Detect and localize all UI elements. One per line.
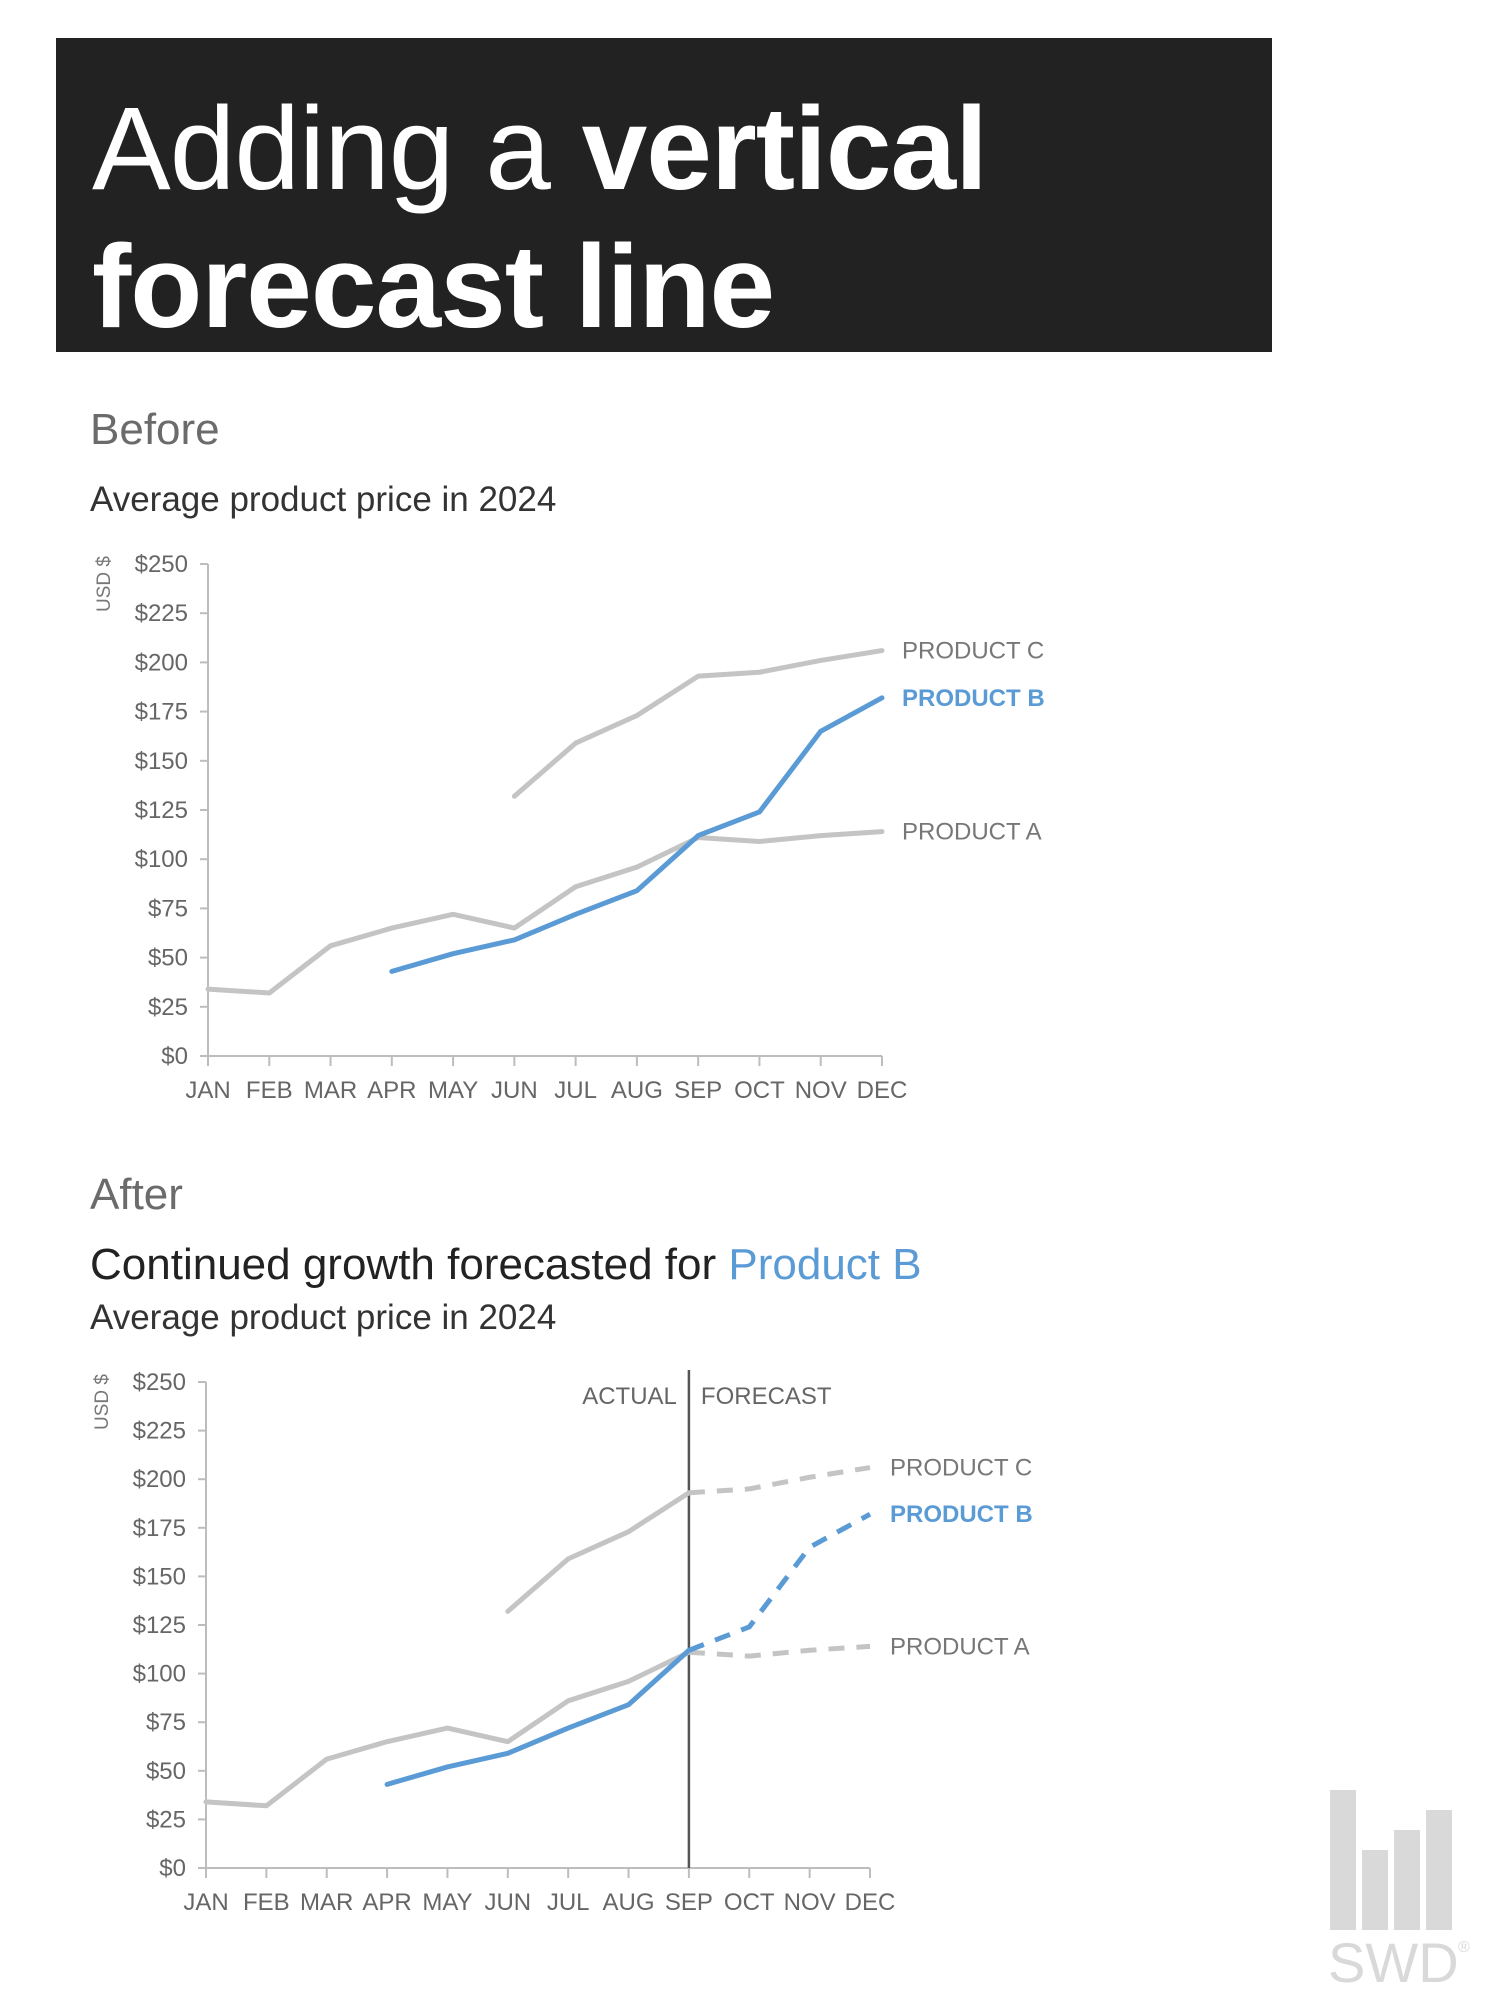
series-line-product-c-actual bbox=[505, 1490, 692, 1614]
y-tick-label: $125 bbox=[133, 1612, 186, 1639]
x-tick-label-jul: JUL bbox=[547, 1889, 590, 1916]
series-label-product-c: PRODUCT C bbox=[902, 638, 1044, 665]
series-label-product-b: PRODUCT B bbox=[890, 1501, 1033, 1528]
x-tick-label-may: MAY bbox=[422, 1889, 472, 1916]
y-tick-label: $100 bbox=[135, 846, 188, 873]
y-tick-label: $25 bbox=[146, 1806, 186, 1833]
swd-logo: SWD ® bbox=[1328, 1790, 1470, 1990]
series-line-product-b-actual bbox=[384, 1647, 692, 1787]
y-tick-label: $0 bbox=[161, 1043, 188, 1070]
y-tick-label: $0 bbox=[159, 1855, 186, 1882]
y-tick-label: $75 bbox=[148, 895, 188, 922]
y-tick-label: $50 bbox=[146, 1758, 186, 1785]
logo-bar-4 bbox=[1426, 1810, 1452, 1930]
x-tick-label-jul: JUL bbox=[554, 1077, 597, 1104]
logo-bar-1 bbox=[1330, 1790, 1356, 1930]
y-tick-label: $200 bbox=[133, 1466, 186, 1493]
x-tick-label-oct: OCT bbox=[724, 1889, 775, 1916]
after-chart: $0 $25 $50 $75 $100 $125 $150 $175 $200 $225 $250 U… bbox=[92, 1369, 1033, 1916]
series-line-product-b-forecast bbox=[688, 1511, 872, 1653]
x-tick-label-mar: MAR bbox=[300, 1889, 353, 1916]
title-part-1: Adding a bbox=[92, 83, 582, 215]
x-tick-label-dec: DEC bbox=[845, 1889, 896, 1916]
series-line-product-b bbox=[389, 695, 885, 974]
y-axis-title: USD $ bbox=[94, 556, 115, 612]
y-tick-label: $150 bbox=[133, 1563, 186, 1590]
x-tick-label-feb: FEB bbox=[246, 1077, 293, 1104]
x-tick-label-may: MAY bbox=[428, 1077, 478, 1104]
forecast-label: FORECAST bbox=[701, 1383, 832, 1410]
series-line-product-c bbox=[511, 648, 885, 799]
x-tick-label-jun: JUN bbox=[484, 1889, 531, 1916]
x-tick-label-jan: JAN bbox=[183, 1889, 228, 1916]
x-tick-label-apr: APR bbox=[362, 1889, 411, 1916]
y-tick-label: $175 bbox=[135, 699, 188, 726]
y-tick-label: $200 bbox=[135, 649, 188, 676]
y-tick-label: $225 bbox=[133, 1418, 186, 1445]
x-tick-label-feb: FEB bbox=[243, 1889, 290, 1916]
x-tick-label-dec: DEC bbox=[857, 1077, 908, 1104]
title-line-1: Adding a vertical bbox=[92, 90, 988, 208]
x-tick-label-apr: APR bbox=[367, 1077, 416, 1104]
before-chart-subtitle: Average product price in 2024 bbox=[90, 480, 557, 519]
x-tick-label-jun: JUN bbox=[491, 1077, 538, 1104]
title-part-2: vertical bbox=[581, 83, 988, 215]
y-tick-label: $125 bbox=[135, 797, 188, 824]
y-tick-label: $250 bbox=[133, 1369, 186, 1396]
series-label-product-a: PRODUCT A bbox=[890, 1633, 1030, 1660]
x-tick-label-nov: NOV bbox=[784, 1889, 836, 1916]
series-label-product-b: PRODUCT B bbox=[902, 685, 1045, 712]
series-line-product-a-forecast bbox=[688, 1643, 871, 1659]
x-tick-label-oct: OCT bbox=[734, 1077, 785, 1104]
x-tick-label-nov: NOV bbox=[795, 1077, 847, 1104]
y-tick-label: $250 bbox=[135, 551, 188, 578]
after-title-prefix: Continued growth forecasted for bbox=[90, 1240, 729, 1289]
series-line-product-a bbox=[205, 829, 885, 996]
title-line-2: forecast line bbox=[92, 221, 775, 353]
y-tick-label: $150 bbox=[135, 748, 188, 775]
after-chart-subtitle: Average product price in 2024 bbox=[90, 1298, 557, 1337]
y-tick-label: $100 bbox=[133, 1661, 186, 1688]
after-label: After bbox=[90, 1170, 183, 1219]
actual-label: ACTUAL bbox=[582, 1383, 677, 1410]
logo-bar-3 bbox=[1394, 1830, 1420, 1930]
x-tick-label-aug: AUG bbox=[603, 1889, 655, 1916]
after-chart-title: Continued growth forecasted for Product … bbox=[90, 1240, 922, 1290]
y-axis-title: USD $ bbox=[92, 1374, 113, 1430]
x-tick-label-sep: SEP bbox=[674, 1077, 722, 1104]
x-tick-label-sep: SEP bbox=[665, 1889, 713, 1916]
series-line-product-a-actual bbox=[203, 1649, 692, 1809]
x-tick-label-aug: AUG bbox=[611, 1077, 663, 1104]
x-tick-label-mar: MAR bbox=[304, 1077, 357, 1104]
y-tick-label: $75 bbox=[146, 1709, 186, 1736]
y-tick-label: $175 bbox=[133, 1515, 186, 1542]
series-line-product-c-forecast bbox=[688, 1465, 871, 1496]
y-tick-label: $25 bbox=[148, 994, 188, 1021]
logo-bar-2 bbox=[1362, 1850, 1388, 1930]
title-banner: Adding a vertical forecast line bbox=[56, 38, 1272, 352]
logo-text: SWD bbox=[1328, 1931, 1459, 1990]
series-label-product-a: PRODUCT A bbox=[902, 819, 1042, 846]
before-label: Before bbox=[90, 405, 220, 454]
series-label-product-c: PRODUCT C bbox=[890, 1455, 1032, 1482]
before-chart: $0 $25 $50 $75 $100 $125 $150 $175 $200 $225 $250 U… bbox=[94, 551, 1045, 1104]
y-tick-label: $225 bbox=[135, 600, 188, 627]
logo-registered: ® bbox=[1458, 1939, 1470, 1956]
y-tick-label: $50 bbox=[148, 945, 188, 972]
x-tick-label-jan: JAN bbox=[185, 1077, 230, 1104]
after-title-highlight: Product B bbox=[728, 1240, 922, 1289]
